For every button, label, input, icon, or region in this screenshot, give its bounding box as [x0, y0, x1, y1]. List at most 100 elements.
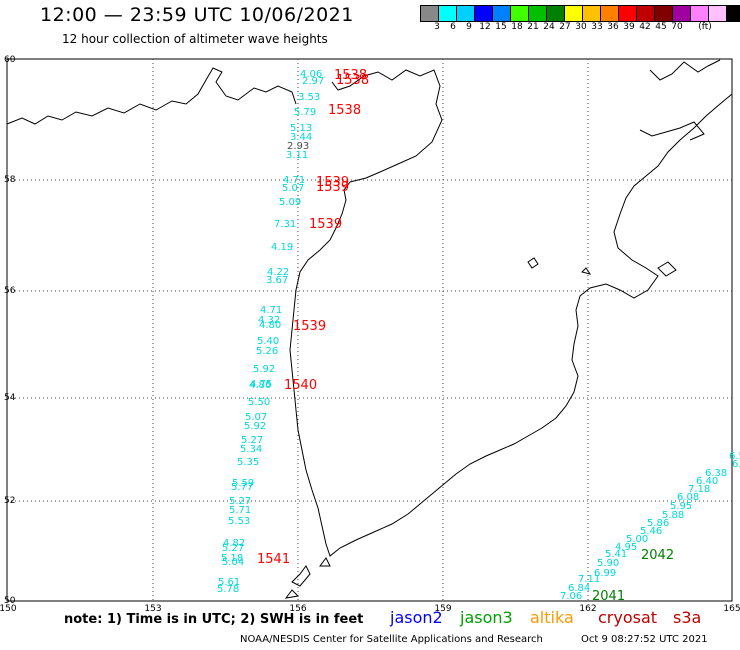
wave-height-value: 3.53 [298, 92, 320, 103]
wave-height-value: 5.61 [218, 577, 240, 588]
wave-height-value: 5.46 [640, 526, 662, 537]
graticule [7, 59, 732, 601]
wave-height-value: 5.71 [229, 505, 251, 516]
coastline [6, 59, 733, 599]
wave-height-value: 4.71 [260, 305, 282, 316]
colorbar-label: 27 [559, 22, 571, 32]
wave-height-value: 7.11 [578, 574, 600, 585]
pass-time-label: 1538 [336, 73, 369, 88]
latitude-label: 50 [4, 596, 16, 606]
wave-height-value: 5.00 [626, 534, 648, 545]
page-subtitle: 12 hour collection of altimeter wave hei… [62, 32, 328, 46]
wave-height-value: 5.40 [257, 336, 279, 347]
wave-height-value: 7.18 [688, 484, 710, 495]
wave-height-value: 4.86 [249, 380, 271, 391]
wave-height-value: 6.08 [677, 492, 699, 503]
longitude-label: 165 [723, 604, 740, 614]
pass-time-label: 1541 [257, 552, 290, 567]
wave-height-value: 5.07 [282, 183, 304, 194]
wave-height-value: 5.27 [229, 496, 251, 507]
wave-height-value: 5.79 [294, 107, 316, 118]
wave-height-value: 5.90 [597, 558, 619, 569]
wave-height-value: 5.34 [240, 444, 262, 455]
wave-height-value: 5.86 [647, 518, 669, 529]
wave-height-track: 4.062.973.535.795.133.442.933.114.715.07… [217, 69, 740, 602]
wave-height-value: 4.06 [300, 69, 322, 80]
wave-height-value: 3.44 [290, 132, 312, 143]
wave-height-value: 5.53 [228, 516, 250, 527]
colorbar-label: 42 [639, 22, 651, 32]
colorbar-label: 9 [466, 22, 472, 32]
wave-height-value: 4.95 [615, 542, 637, 553]
colorbar-label: 24 [543, 22, 555, 32]
wave-height-value: 5.77 [231, 482, 253, 493]
colorbar-label: 33 [591, 22, 603, 32]
wave-height-colorbar [420, 5, 740, 22]
colorbar-label: 70 [671, 22, 683, 32]
legend-altika: altika [530, 608, 574, 627]
wave-height-value: 5.09 [279, 197, 301, 208]
wave-height-value: 7.06 [560, 591, 582, 602]
wave-height-value: 5.26 [256, 346, 278, 357]
pass-time-label: 1539 [309, 217, 342, 232]
pass-time-label: 1538 [328, 103, 361, 118]
units-note: note: 1) Time is in UTC; 2) SWH is in fe… [64, 612, 364, 627]
wave-height-value: 4.19 [271, 242, 293, 253]
colorbar-label: 36 [607, 22, 619, 32]
map-frame [6, 58, 733, 602]
pass-time-label: 1540 [284, 378, 317, 393]
pass-time-label: 1539 [293, 319, 326, 334]
wave-height-value: 5.27 [241, 435, 263, 446]
legend-jason2: jason2 [390, 608, 443, 627]
colorbar-label: 30 [575, 22, 587, 32]
wave-height-value: 4.82 [223, 538, 245, 549]
latitude-label: 52 [4, 496, 15, 506]
colorbar-swatch [726, 5, 740, 22]
colorbar-label: 45 [655, 22, 667, 32]
latitude-label: 56 [4, 286, 16, 296]
wave-height-value: 3.11 [286, 150, 308, 161]
legend-s3a: s3a [673, 608, 702, 627]
wave-height-value: 5.95 [670, 501, 692, 512]
page-title: 12:00 — 23:59 UTC 10/06/2021 [40, 4, 354, 26]
longitude-label: 162 [579, 604, 596, 614]
wave-height-value: 6.84 [568, 583, 590, 594]
colorbar-label: 18 [511, 22, 523, 32]
pass-time-label: 2041 [592, 589, 625, 604]
wave-height-value: 6.99 [594, 568, 616, 579]
wave-height-value: 5.78 [217, 584, 239, 595]
latitude-label: 54 [4, 393, 16, 403]
colorbar-label: 39 [623, 22, 635, 32]
wave-height-value: 2.97 [302, 76, 324, 87]
wave-height-value: 5.18 [221, 553, 243, 564]
wave-height-value: 4.71 [283, 175, 305, 186]
latitude-labels: 60 58 56 54 52 50 [4, 55, 16, 606]
wave-height-value: 5.13 [290, 123, 312, 134]
wave-height-value: 4.80 [259, 320, 281, 331]
colorbar-label: 12 [479, 22, 491, 32]
latitude-label: 60 [4, 55, 16, 65]
longitude-label: 156 [289, 604, 306, 614]
wave-height-value: 5.35 [237, 457, 259, 468]
wave-height-value: 5.27 [222, 543, 244, 554]
wave-height-value: 7.31 [274, 219, 296, 230]
wave-height-value: 3.67 [266, 275, 288, 286]
wave-height-value: 5.07 [245, 412, 267, 423]
pass-time-label: 1539 [316, 175, 349, 190]
footer-timestamp: Oct 9 08:27:52 UTC 2021 [581, 634, 708, 645]
wave-height-value: 6.52 [729, 451, 740, 462]
wave-height-value: 4.32 [258, 315, 280, 326]
wave-height-value: 6.40 [696, 476, 718, 487]
wave-height-value: 5.88 [662, 510, 684, 521]
pass-time-label: 2042 [641, 548, 674, 563]
legend-jason3: jason3 [460, 608, 513, 627]
wave-height-value: 5.92 [244, 421, 266, 432]
longitude-label: 150 [0, 604, 17, 614]
colorbar-label: 6 [450, 22, 456, 32]
wave-height-value: 5.04 [222, 557, 244, 568]
pass-time-label: 1539 [316, 180, 349, 195]
footer-credit: NOAA/NESDIS Center for Satellite Applica… [240, 634, 543, 645]
wave-height-value: 5.92 [253, 364, 275, 375]
legend-cryosat: cryosat [598, 608, 658, 627]
